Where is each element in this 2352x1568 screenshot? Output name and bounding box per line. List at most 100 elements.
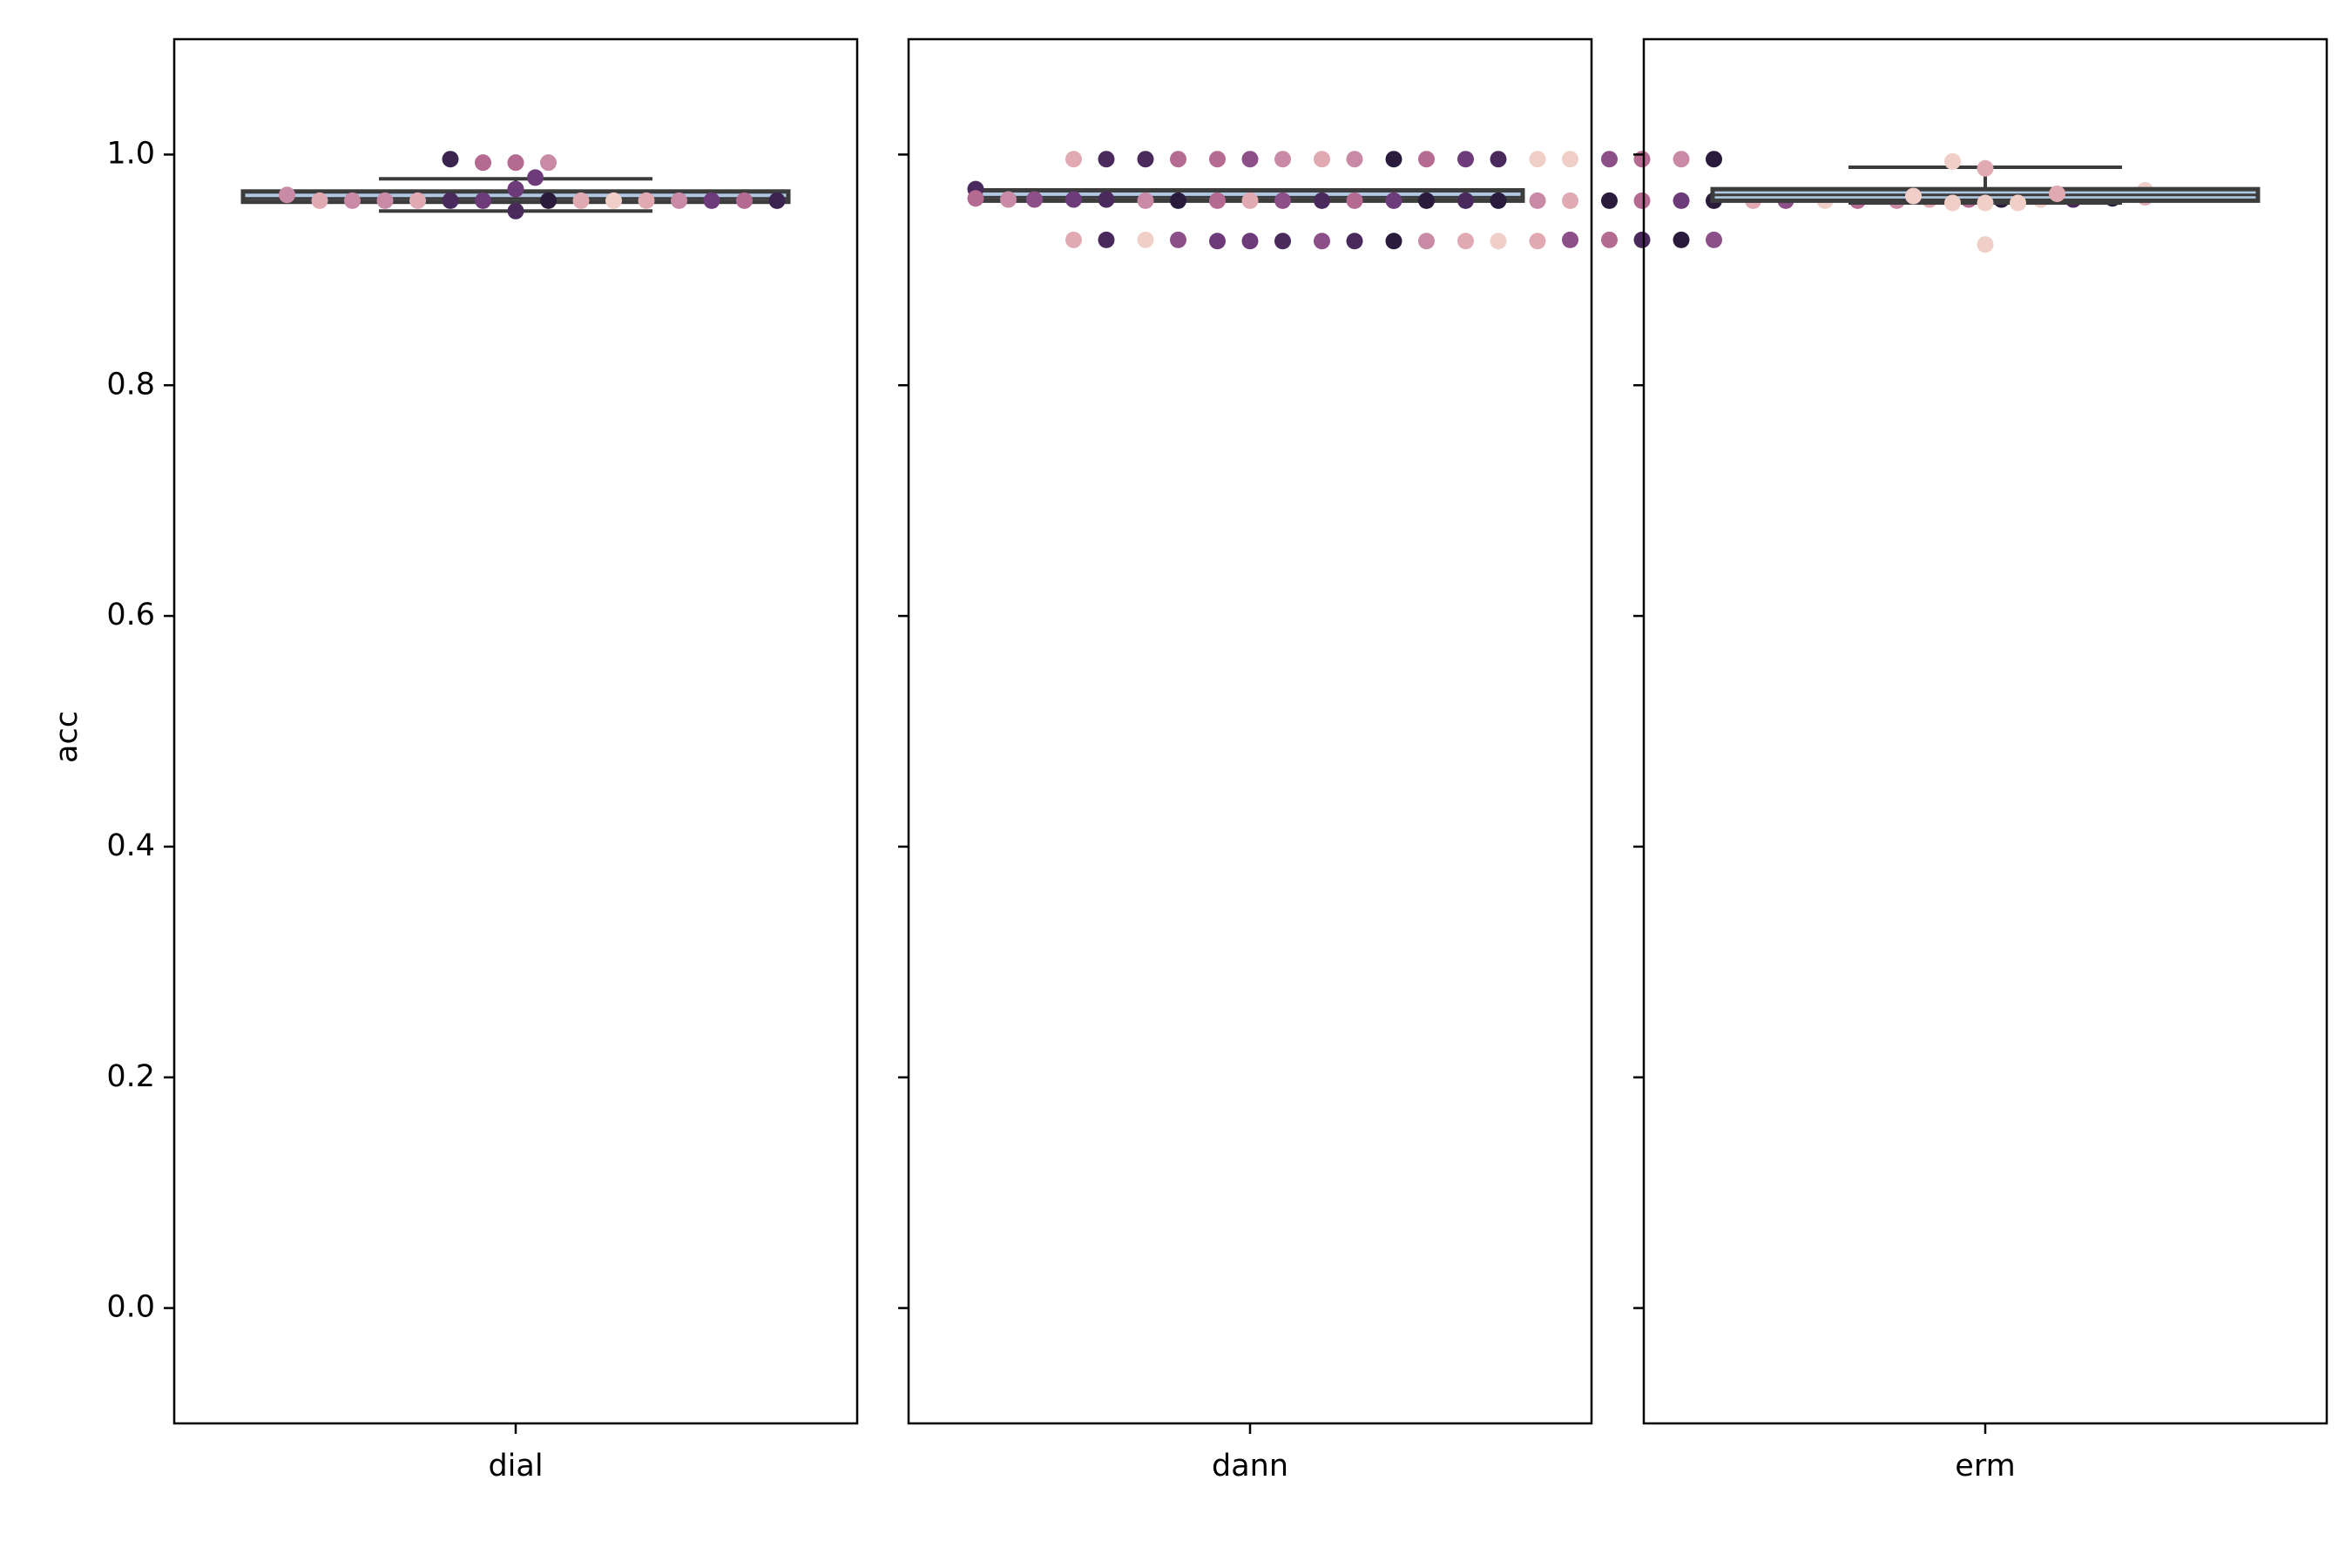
data-point — [2049, 185, 2065, 202]
data-point — [311, 192, 328, 209]
data-point — [1418, 192, 1435, 209]
data-point — [1601, 151, 1618, 168]
data-point — [1241, 233, 1259, 250]
data-point — [1274, 151, 1291, 168]
data-point — [1026, 191, 1043, 208]
data-point — [1209, 192, 1226, 209]
data-point — [736, 192, 753, 209]
data-point — [768, 192, 786, 209]
data-point — [1977, 159, 1994, 177]
data-point — [1673, 192, 1690, 209]
data-point — [1241, 151, 1259, 168]
data-point — [1706, 151, 1722, 168]
y-tick-label: 1.0 — [106, 136, 155, 171]
data-point — [1633, 151, 1651, 168]
data-point — [1905, 187, 1922, 205]
y-tick-label: 0.0 — [106, 1290, 155, 1325]
data-point — [527, 169, 544, 186]
data-point — [475, 154, 491, 172]
data-point — [1170, 192, 1186, 209]
data-point — [605, 192, 622, 209]
y-tick-label: 0.2 — [106, 1059, 155, 1094]
data-point — [540, 154, 557, 172]
data-point — [442, 151, 459, 168]
data-point — [1418, 151, 1435, 168]
data-point — [1977, 194, 1994, 212]
data-point — [507, 202, 524, 220]
data-point — [2010, 194, 2026, 212]
data-point — [1137, 231, 1154, 248]
data-point — [1170, 151, 1186, 168]
panel-dann: dann — [898, 37, 2153, 1484]
data-point — [1209, 151, 1226, 168]
data-point — [1457, 151, 1474, 168]
data-point — [703, 192, 720, 209]
data-point — [1457, 192, 1474, 209]
data-point — [279, 186, 295, 204]
y-tick-label: 0.6 — [106, 598, 155, 632]
data-point — [1418, 233, 1435, 250]
data-point — [1562, 151, 1578, 168]
data-point — [1274, 233, 1291, 250]
data-point — [1562, 231, 1578, 248]
data-point — [1098, 191, 1115, 208]
data-point — [1346, 151, 1363, 168]
x-tick-label: erm — [1955, 1449, 2015, 1484]
data-point — [1346, 192, 1363, 209]
data-point — [344, 192, 361, 209]
data-point — [507, 180, 524, 198]
y-tick-label: 0.4 — [106, 828, 155, 863]
data-point — [1098, 231, 1115, 248]
data-point — [409, 192, 426, 209]
data-point — [1209, 233, 1226, 250]
data-point — [1490, 151, 1507, 168]
data-point — [1137, 192, 1154, 209]
data-point — [1385, 233, 1402, 250]
data-point — [572, 192, 590, 209]
data-point — [1944, 152, 1961, 170]
data-point — [1562, 192, 1578, 209]
data-point — [671, 192, 687, 209]
data-point — [1098, 151, 1115, 168]
data-point — [540, 192, 557, 209]
data-point — [1944, 194, 1961, 212]
data-point — [1065, 191, 1082, 208]
data-point — [1673, 151, 1690, 168]
data-point — [1314, 233, 1330, 250]
data-point — [376, 192, 394, 209]
data-point — [507, 154, 524, 172]
data-point — [1170, 231, 1186, 248]
data-point — [1346, 233, 1363, 250]
data-point — [1065, 151, 1082, 168]
data-point — [1000, 191, 1017, 208]
data-point — [1977, 236, 1994, 253]
data-point — [1633, 231, 1651, 248]
data-point — [1385, 192, 1402, 209]
data-point — [1601, 231, 1618, 248]
panel-erm: erm — [1633, 37, 2328, 1484]
data-point — [1529, 151, 1546, 168]
data-point — [1490, 233, 1507, 250]
data-point — [1529, 233, 1546, 250]
data-point — [1274, 192, 1291, 209]
data-point — [967, 190, 984, 207]
data-point — [1601, 192, 1618, 209]
data-point — [1633, 192, 1651, 209]
x-tick-label: dann — [1212, 1449, 1288, 1484]
data-point — [1706, 231, 1722, 248]
data-point — [442, 192, 459, 209]
data-point — [1241, 192, 1259, 209]
data-point — [475, 192, 491, 209]
panels: 0.0 0.2 0.4 0.6 0.8 1.0 dial dann erm — [106, 37, 2328, 1484]
data-point — [1137, 151, 1154, 168]
data-point — [1457, 233, 1474, 250]
panel-dial: 0.0 0.2 0.4 0.6 0.8 1.0 dial — [106, 37, 859, 1484]
panel-frame — [172, 37, 859, 1425]
data-point — [1490, 192, 1507, 209]
y-tick-label: 0.8 — [106, 367, 155, 402]
data-point — [1314, 192, 1330, 209]
data-point — [1529, 192, 1546, 209]
x-tick-label: dial — [488, 1449, 543, 1484]
data-point — [1065, 231, 1082, 248]
